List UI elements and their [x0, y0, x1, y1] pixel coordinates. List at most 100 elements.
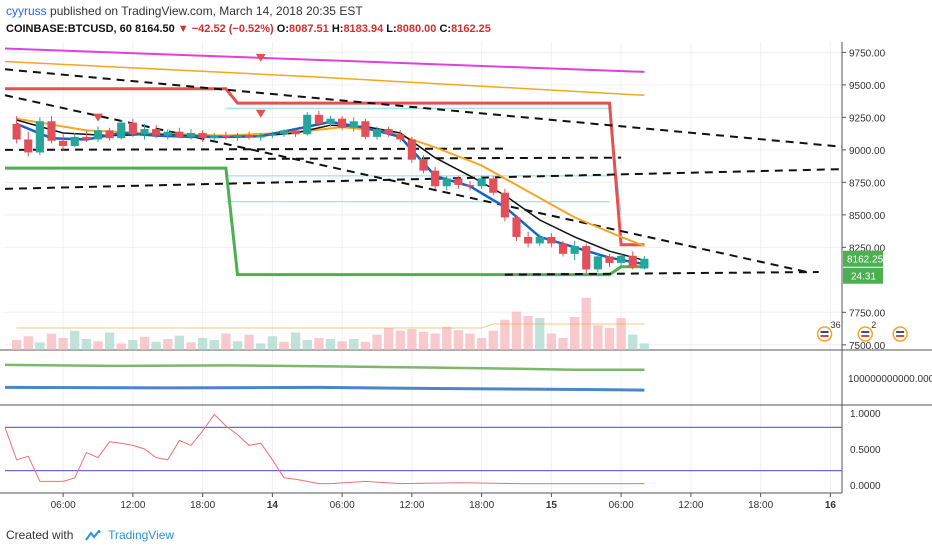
volume-bar [116, 343, 126, 350]
candle-body [524, 236, 533, 244]
candle-body [512, 217, 521, 237]
candle-body [291, 130, 300, 135]
candle-body [93, 130, 103, 140]
x-tick-label: 12:00 [678, 500, 703, 511]
y-tick-label: 9250.00 [849, 113, 886, 124]
symbol-label: COINBASE:BTCUSD, 60 [6, 23, 132, 35]
candle [12, 116, 21, 144]
candle [245, 131, 254, 140]
candle-body [558, 243, 568, 254]
magenta-ma-line [4, 47, 645, 73]
candle [570, 240, 579, 261]
candle-body [233, 134, 242, 137]
volume-bar [325, 339, 336, 350]
flag-stripe [861, 335, 870, 337]
candle [605, 253, 614, 267]
flag-canton [820, 331, 829, 333]
candlesticks[interactable] [12, 110, 649, 274]
candle-body [152, 129, 161, 136]
y-tick-label: 8750.00 [849, 178, 886, 189]
volume-bar [442, 326, 452, 350]
stoch-tick-label: 0.5000 [850, 445, 881, 456]
candle [128, 118, 137, 137]
x-tick-label: 12:00 [120, 500, 145, 511]
candle-body [593, 256, 602, 270]
indicator-panel: 100000000000.0000 [4, 363, 932, 392]
volume-bar [302, 340, 312, 350]
publish-text: published on TradingView.com, March 14, … [50, 4, 363, 18]
volume-bar [209, 340, 219, 350]
flag-stripe [896, 335, 905, 337]
x-tick-label: 06:00 [330, 500, 355, 511]
chart-canvas[interactable]: 3624 100000000000.0000 1.00000.50000.000… [0, 0, 932, 520]
sell-arrow-icon [255, 53, 266, 62]
candle [628, 251, 637, 270]
author-link[interactable]: cyyruss [6, 4, 47, 18]
created-with-text: Created with [6, 528, 74, 542]
candle-body [547, 236, 556, 244]
volume-bar [279, 341, 289, 350]
candle-body [314, 114, 323, 124]
volume-bar [360, 341, 371, 350]
volume-bar [604, 328, 615, 350]
candle-body [419, 158, 428, 171]
volume-bar [349, 339, 359, 350]
low-label: L: [386, 23, 397, 35]
candle [198, 130, 207, 143]
footer: Created with TradingView [0, 520, 932, 550]
price-tag-label: 8162.25 [847, 255, 884, 266]
volume-bar [488, 330, 498, 350]
volume-bar [407, 329, 417, 350]
y-tick-label: 7750.00 [849, 308, 886, 319]
candle-body [640, 258, 649, 269]
volume-bar [500, 319, 510, 350]
candle-body [570, 246, 579, 254]
volume-bar [104, 332, 115, 350]
candle [512, 214, 521, 241]
candle-body [431, 170, 440, 187]
indicator-blue-line [4, 385, 645, 392]
candle-body [70, 136, 79, 146]
ohlc-legend: COINBASE:BTCUSD, 60 8164.50 ▼ −42.52 (−0… [6, 23, 491, 35]
candle [152, 125, 161, 139]
volume-bar [23, 336, 33, 350]
volume-bar [70, 330, 80, 350]
candle [396, 130, 405, 143]
upper-channel-line [5, 87, 645, 247]
stochastic-panel: 1.0000 0.5000 0.0000 [4, 409, 881, 492]
sell-arrow-icon [93, 113, 103, 122]
candle [361, 118, 370, 140]
candle [93, 126, 103, 143]
event-marker [816, 326, 833, 342]
publish-info: cyyruss published on TradingView.com, Ma… [6, 4, 363, 18]
volume-bar [256, 343, 266, 350]
candle-body [500, 192, 509, 218]
close-label: C: [439, 23, 452, 35]
candle-body [163, 131, 172, 136]
volume-bar [383, 328, 394, 350]
x-tick-label: 06:00 [609, 500, 634, 511]
dashed-trendline [4, 94, 808, 274]
candle [407, 136, 416, 163]
candle [175, 127, 184, 139]
volume-bar [430, 333, 440, 350]
tradingview-logo-icon [84, 529, 101, 541]
price-tag [843, 250, 883, 267]
candle-body [396, 134, 405, 140]
y-tick-label: 8500.00 [849, 211, 886, 222]
candle [524, 231, 533, 248]
y-tick-label: 7500.00 [849, 341, 886, 352]
candle [314, 110, 323, 127]
flag-stripe [820, 335, 829, 337]
volume-bar [163, 339, 173, 350]
candle-body [605, 256, 614, 263]
tradingview-brand-link[interactable]: TradingView [108, 528, 175, 542]
us-flag-icon [816, 326, 833, 342]
panel-borders [0, 42, 932, 494]
candle [431, 166, 440, 189]
axes: 9750.00 9500.00 9250.00 9000.00 8750.00 8500.… [51, 48, 886, 511]
countdown-label: 24:31 [851, 272, 876, 283]
orange-ma-line [4, 60, 645, 97]
candle [558, 240, 568, 257]
candle-body [489, 178, 498, 193]
